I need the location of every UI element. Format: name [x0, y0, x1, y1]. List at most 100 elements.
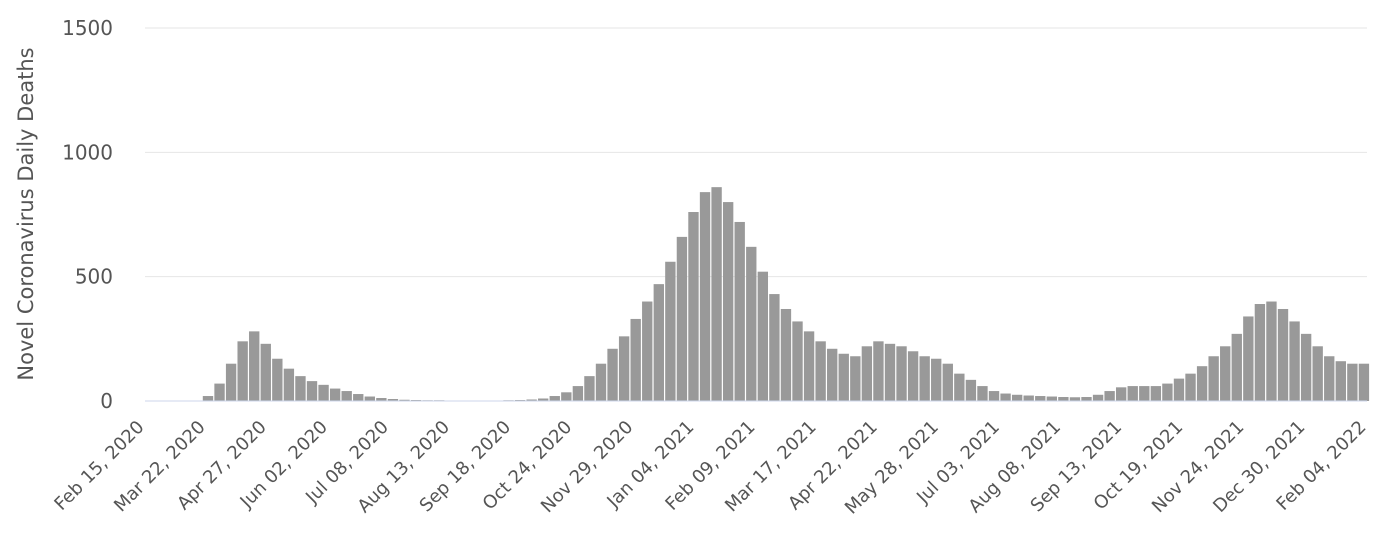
bar	[1312, 346, 1323, 401]
y-tick-labels: 0 500 1000 1500	[62, 16, 113, 413]
bar	[931, 358, 942, 401]
bar	[838, 353, 849, 401]
y-tick-label: 0	[100, 389, 113, 413]
bar	[1300, 333, 1312, 401]
bar	[1277, 308, 1289, 401]
bar	[249, 331, 260, 401]
bar	[214, 383, 225, 401]
bar	[896, 346, 907, 401]
bar	[1335, 361, 1346, 401]
bar	[1139, 386, 1150, 401]
bar	[1058, 397, 1069, 401]
bar	[884, 343, 896, 401]
bar	[1000, 393, 1011, 401]
bar	[272, 358, 283, 401]
bar	[1092, 394, 1104, 401]
bar	[399, 399, 410, 401]
bar	[260, 343, 271, 401]
bar	[757, 271, 769, 401]
bar	[353, 394, 364, 401]
bar	[1023, 395, 1034, 401]
bar	[827, 348, 838, 401]
bar	[225, 363, 237, 401]
bar	[1347, 363, 1358, 401]
bar	[1196, 366, 1208, 401]
bar	[907, 351, 919, 401]
bar	[665, 261, 676, 401]
bar	[722, 202, 734, 401]
bar	[1162, 383, 1173, 401]
bar	[815, 341, 826, 401]
bar	[1011, 394, 1023, 401]
bar	[954, 373, 965, 401]
y-tick-label: 500	[75, 265, 113, 289]
bar	[618, 336, 630, 401]
bar	[595, 363, 607, 401]
bar	[1115, 387, 1127, 401]
bar	[376, 398, 387, 401]
bar	[1173, 378, 1185, 401]
bar	[1358, 363, 1370, 401]
bar	[387, 399, 399, 401]
bar	[549, 396, 560, 401]
bar	[1104, 391, 1115, 401]
bar	[919, 356, 930, 401]
bar	[1266, 301, 1277, 401]
bar	[1150, 386, 1162, 401]
bar	[653, 284, 664, 401]
bar	[1324, 356, 1335, 401]
bar	[780, 308, 792, 401]
bar	[676, 236, 688, 401]
bar	[965, 379, 977, 401]
bar	[561, 392, 572, 401]
bar	[1254, 304, 1266, 401]
bar	[850, 356, 861, 401]
y-tick-label: 1000	[62, 140, 113, 164]
bar	[283, 368, 295, 401]
bar	[341, 391, 352, 401]
bar	[1220, 346, 1231, 401]
bar	[584, 376, 595, 401]
bar	[329, 388, 341, 401]
bar	[803, 331, 815, 401]
bar	[202, 396, 214, 401]
bar	[318, 384, 329, 401]
bar	[526, 399, 537, 401]
bar	[1127, 386, 1138, 401]
bar	[1208, 356, 1219, 401]
bar	[769, 294, 780, 401]
bar	[572, 386, 584, 401]
bar	[734, 221, 745, 401]
bar	[861, 346, 873, 401]
bar	[1185, 373, 1196, 401]
bar	[630, 318, 641, 401]
bar	[1035, 396, 1046, 401]
bar	[1046, 396, 1057, 401]
y-tick-label: 1500	[62, 16, 113, 40]
bar	[873, 341, 884, 401]
bar	[988, 391, 1000, 401]
bar	[1069, 397, 1081, 401]
bar	[792, 321, 803, 401]
bar	[711, 187, 722, 401]
bar-series	[191, 187, 1370, 401]
bar	[1081, 397, 1092, 401]
bar	[746, 246, 757, 401]
bar	[295, 376, 306, 401]
bar	[1231, 333, 1242, 401]
bar	[607, 348, 618, 401]
bar	[538, 398, 549, 401]
y-gridlines	[145, 27, 1367, 278]
bar	[977, 386, 988, 401]
bar	[237, 341, 248, 401]
bar	[699, 192, 711, 401]
bar	[1243, 316, 1254, 401]
bar	[642, 301, 653, 401]
bar	[688, 212, 699, 401]
bar	[942, 363, 953, 401]
bar	[364, 396, 375, 401]
bar	[1289, 321, 1300, 401]
bar	[306, 381, 318, 401]
